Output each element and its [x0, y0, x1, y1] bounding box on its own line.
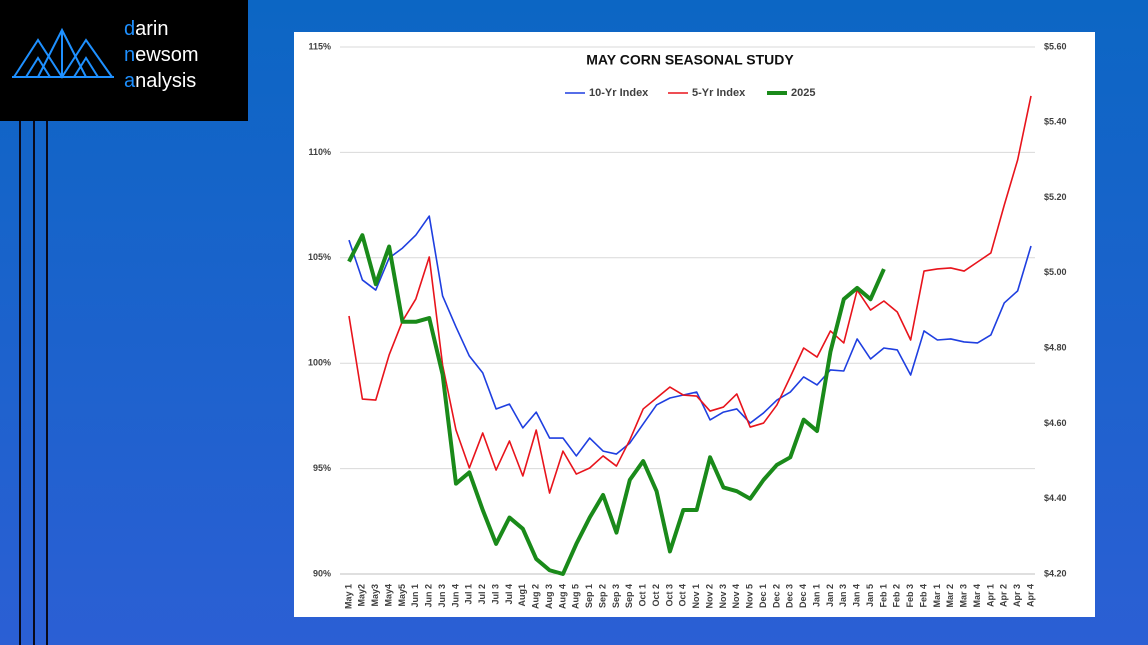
x-tick-label: May2	[357, 584, 367, 607]
x-tick-label: Jul 4	[504, 584, 514, 605]
x-tick-label: Nov 2	[704, 584, 714, 609]
x-tick-label: Oct 4	[678, 584, 688, 607]
y-tick-label: 90%	[313, 568, 331, 578]
x-tick-label: May3	[370, 584, 380, 607]
plot: 90% 95% 100% 105% 110% 115% $4.20 $4.40 $4.60 $4.…	[308, 41, 1067, 609]
x-tick-label: Nov 4	[731, 584, 741, 609]
y-tick-label: 105%	[308, 252, 331, 262]
logo-icon	[12, 27, 114, 79]
y2-tick-label: $4.80	[1044, 343, 1067, 353]
x-tick-label: Sep 2	[597, 584, 607, 608]
x-tick-label: Oct 3	[664, 584, 674, 607]
x-tick-label: Mar 2	[945, 584, 955, 608]
y2-tick-label: $5.00	[1044, 267, 1067, 277]
x-tick-label: Jan 4	[852, 584, 862, 607]
x-tick-label: Nov 5	[745, 584, 755, 609]
x-tick-label: Dec 3	[785, 584, 795, 608]
x-tick-label: Aug1	[517, 584, 527, 607]
legend-label: 2025	[791, 87, 815, 99]
x-tick-label: Feb 2	[892, 584, 902, 608]
x-tick-label: Jun 1	[410, 584, 420, 608]
x-tick-label: Mar 3	[959, 584, 969, 608]
logo-line: darin	[124, 18, 168, 40]
x-tick-label: Aug 3	[544, 584, 554, 609]
legend-label: 10-Yr Index	[589, 87, 649, 99]
legend-label: 5-Yr Index	[692, 87, 746, 99]
x-tick-label: Apr 2	[999, 584, 1009, 607]
logo-line: analysis	[124, 70, 196, 92]
y-tick-label: 110%	[308, 147, 331, 157]
x-tick-label: Jan 3	[838, 584, 848, 607]
x-tick-label: Jun 4	[450, 584, 460, 608]
y-tick-label: 115%	[308, 41, 331, 51]
logo: darin newsom analysis	[0, 0, 248, 121]
chart-panel	[294, 32, 1095, 617]
x-tick-label: Sep 3	[611, 584, 621, 608]
logo-accent: a	[124, 70, 136, 92]
chart-title: MAY CORN SEASONAL STUDY	[586, 52, 794, 68]
x-tick-label: Sep 1	[584, 584, 594, 608]
y-tick-label: 100%	[308, 358, 331, 368]
y2-tick-label: $4.20	[1044, 568, 1067, 578]
y2-tick-label: $5.40	[1044, 117, 1067, 127]
x-tick-label: Apr 4	[1025, 584, 1035, 607]
y2-tick-label: $4.60	[1044, 418, 1067, 428]
y2-tick-label: $5.60	[1044, 41, 1067, 51]
x-tick-label: Feb 1	[878, 584, 888, 608]
x-tick-label: Dec 4	[798, 584, 808, 608]
x-tick-label: Jun 2	[424, 584, 434, 608]
x-tick-label: Mar 4	[972, 584, 982, 608]
x-tick-label: Apr 1	[985, 584, 995, 607]
logo-line: newsom	[124, 44, 198, 66]
x-tick-label: Dec 1	[758, 584, 768, 608]
x-tick-label: Oct 1	[638, 584, 648, 607]
line-series	[348, 215, 1032, 457]
x-tick-label: Apr 3	[1012, 584, 1022, 607]
x-tick-label: May4	[383, 584, 393, 607]
x-tick-label: Nov 3	[718, 584, 728, 609]
x-tick-label: Dec 2	[771, 584, 781, 608]
y2-tick-label: $4.40	[1044, 493, 1067, 503]
x-tick-label: Aug 5	[571, 584, 581, 609]
x-tick-label: Jun 3	[437, 584, 447, 608]
x-tick-label: Feb 3	[905, 584, 915, 608]
logo-accent: d	[124, 18, 135, 40]
x-tick-label: Jan 1	[811, 584, 821, 607]
x-tick-label: May5	[397, 584, 407, 607]
x-tick-label: Aug 2	[531, 584, 541, 609]
x-tick-label: Feb 4	[918, 584, 928, 608]
x-tick-label: Jan 2	[825, 584, 835, 607]
x-tick-label: Jul 3	[490, 584, 500, 605]
x-tick-label: Jan 5	[865, 584, 875, 607]
x-tick-label: Mar 1	[932, 584, 942, 608]
line-series	[348, 95, 1032, 494]
x-tick-label: Sep 4	[624, 584, 634, 608]
logo-text: ewsom	[135, 44, 198, 66]
y-tick-label: 95%	[313, 463, 331, 473]
line-series	[347, 233, 886, 576]
x-tick-label: Nov 1	[691, 584, 701, 609]
x-tick-label: Jul 1	[464, 584, 474, 605]
logo-accent: n	[124, 44, 135, 66]
logo-text: nalysis	[135, 70, 196, 92]
y2-tick-label: $5.20	[1044, 192, 1067, 202]
x-tick-label: Jul 2	[477, 584, 487, 605]
x-tick-label: May 1	[343, 584, 353, 609]
logo-box	[0, 0, 248, 121]
x-tick-label: Oct 2	[651, 584, 661, 607]
logo-text: arin	[135, 18, 168, 40]
x-tick-label: Aug 4	[557, 584, 567, 609]
